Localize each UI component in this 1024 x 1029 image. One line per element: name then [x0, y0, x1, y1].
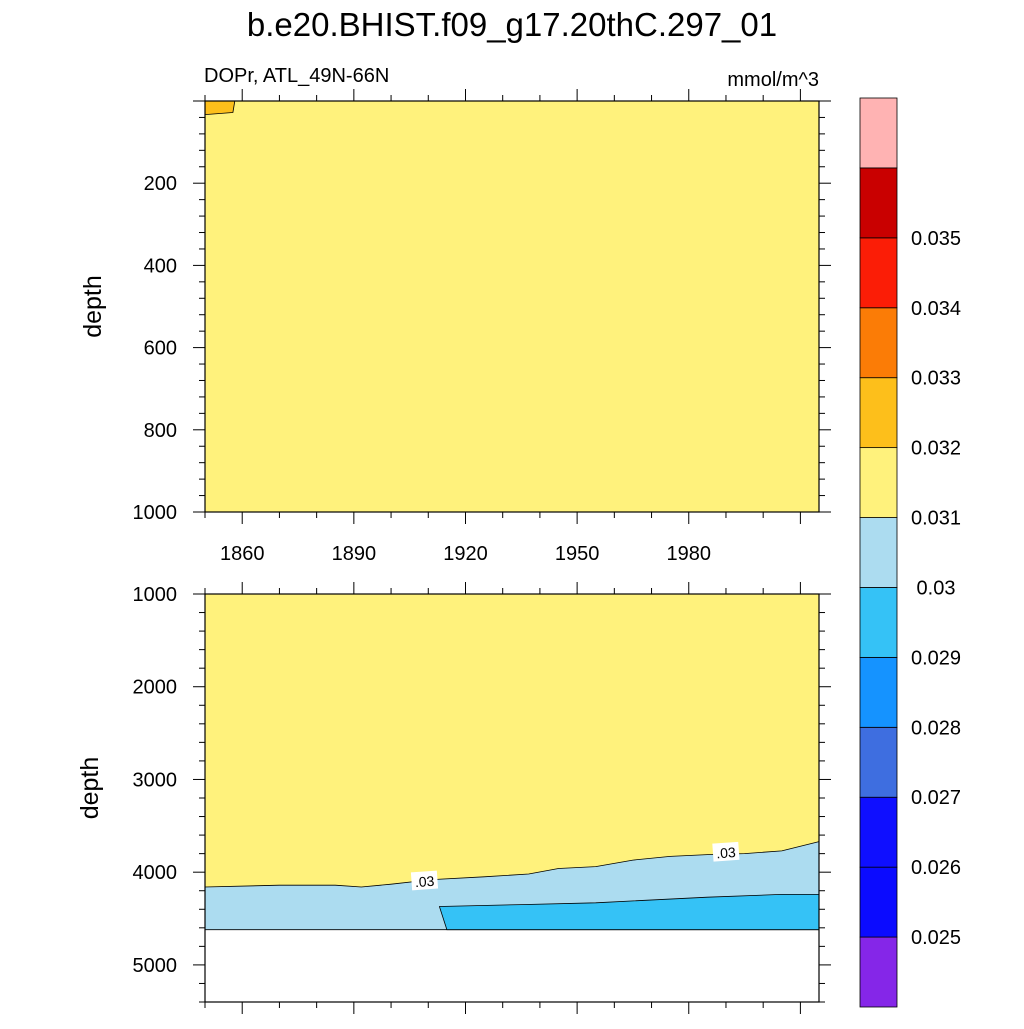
units-label: mmol/m^3: [727, 69, 819, 91]
x-tick-label: 1980: [667, 543, 712, 565]
colorbar-swatch: [859, 167, 898, 239]
colorbar-label: 0.026: [911, 857, 961, 879]
colorbar-swatch: [859, 307, 898, 379]
y-tick-label: 600: [144, 338, 177, 360]
colorbar-swatch: [859, 866, 898, 938]
y-axis-label: depth: [76, 757, 104, 820]
contour-label: .03: [410, 870, 439, 891]
contour-label-text: .03: [716, 844, 737, 861]
colorbar-swatch: [859, 726, 898, 798]
panel-background-fill: [205, 101, 819, 512]
colorbar-label: 0.031: [911, 508, 961, 530]
panel-lower: .03 .03 1000 2000 3000 4000 5000 depth: [76, 582, 831, 1014]
panel-upper: 200 400 600 800 1000 depth 1860 1890 1920 1950 198…: [79, 89, 831, 565]
y-tick-label: 800: [144, 420, 177, 442]
colorbar-swatch: [859, 237, 898, 309]
colorbar-swatch: [859, 796, 898, 868]
y-tick-label: 400: [144, 255, 177, 277]
colorbar-swatch: [859, 97, 898, 169]
x-tick-label: 1920: [443, 543, 488, 565]
contour-label-text: .03: [414, 873, 435, 890]
colorbar-swatch: [859, 447, 898, 518]
y-tick-label: 1000: [133, 584, 178, 606]
colorbar-label: 0.033: [911, 368, 961, 390]
colorbar: 0.025 0.026 0.027 0.028 0.029 0.03 0.031 0.032 0…: [859, 97, 961, 1008]
colorbar-swatch: [859, 656, 898, 728]
contour-label-bg: [712, 841, 740, 862]
colorbar-label: 0.03: [917, 577, 956, 599]
colorbar-swatch: [859, 587, 898, 658]
x-tick-label: 1890: [332, 543, 377, 565]
variable-label: DOPr, ATL_49N-66N: [204, 65, 389, 87]
colorbar-label: 0.028: [911, 717, 961, 739]
panel-frame: [204, 100, 820, 513]
y-axis-label: depth: [79, 275, 107, 338]
y-tick-label: 1000: [133, 502, 178, 524]
colorbar-swatch: [859, 936, 898, 1008]
colorbar-label: 0.032: [911, 438, 961, 460]
contour-region: [204, 100, 236, 115]
colorbar-label: 0.025: [911, 927, 961, 949]
colorbar-label: 0.029: [911, 647, 961, 669]
y-tick-label: 5000: [133, 955, 178, 977]
y-tick-label: 3000: [133, 769, 178, 791]
contour-label: .03: [712, 841, 740, 862]
x-tick-label: 1950: [555, 543, 600, 565]
contour-label-bg: [410, 870, 439, 891]
colorbar-label: 0.034: [911, 298, 961, 320]
colorbar-swatch: [859, 517, 898, 588]
y-tick-label: 4000: [133, 862, 178, 884]
chart-title: b.e20.BHIST.f09_g17.20thC.297_01: [247, 6, 777, 43]
y-tick-label: 200: [144, 173, 177, 195]
colorbar-swatch: [859, 377, 898, 449]
colorbar-label: 0.027: [911, 787, 961, 809]
colorbar-label: 0.035: [911, 228, 961, 250]
x-tick-label: 1860: [220, 543, 265, 565]
contour-region: [438, 894, 820, 931]
y-tick-label: 2000: [133, 677, 178, 699]
